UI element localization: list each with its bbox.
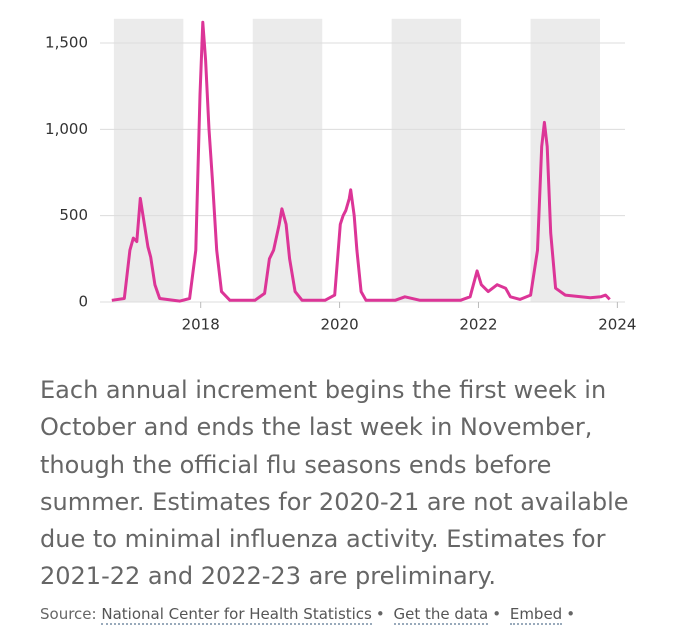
shaded-period <box>113 18 184 303</box>
caption: Each annual increment begins the first w… <box>40 376 629 591</box>
separator: • <box>566 605 576 623</box>
y-tick-label: 1,000 <box>45 120 88 138</box>
x-tick-label: 2018 <box>182 316 220 334</box>
x-tick-label: 2022 <box>459 316 497 334</box>
data-link[interactable]: Get the data <box>393 605 489 625</box>
y-tick-label: 1,500 <box>45 33 88 51</box>
y-tick-label: 500 <box>59 206 88 224</box>
source-label: Source: <box>40 605 97 623</box>
separator: • <box>492 605 502 623</box>
x-tick-label: 2024 <box>598 316 636 334</box>
separator: • <box>375 605 385 623</box>
source: Source: National Center for Health Stati… <box>40 605 579 625</box>
source-link[interactable]: National Center for Health Statistics <box>101 605 372 625</box>
embed-link[interactable]: Embed <box>509 605 563 625</box>
data-line <box>111 20 611 303</box>
shaded-period <box>391 18 462 303</box>
chart: 0 500 1,000 1,500 2018 2020 2022 2024 <box>45 18 636 334</box>
x-tick-label: 2020 <box>320 316 358 334</box>
y-tick-label: 0 <box>78 293 88 311</box>
shaded-period <box>252 18 323 303</box>
